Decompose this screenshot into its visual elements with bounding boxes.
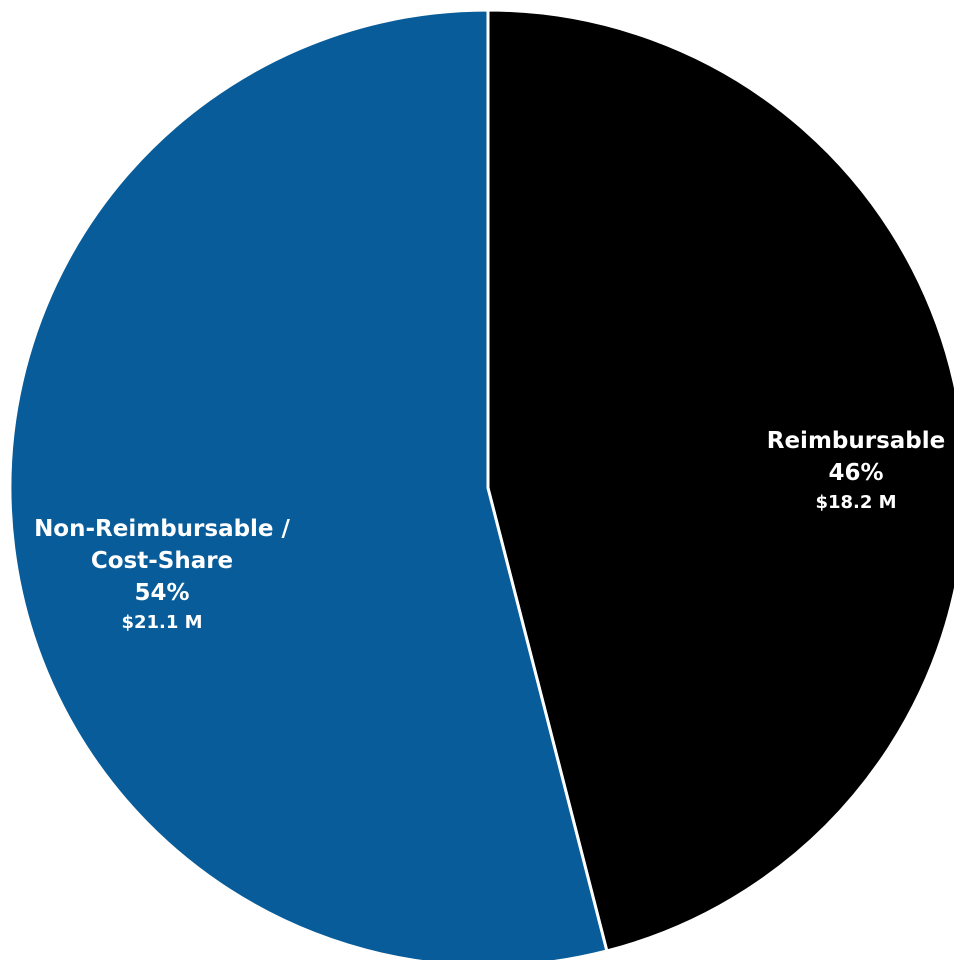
pie-label-reimbursable: Reimbursable 46% $18.2 M <box>767 428 946 513</box>
slice-percent-label: 46% <box>828 460 883 486</box>
slice-amount-label: $18.2 M <box>815 492 896 513</box>
pie-slice-reimbursable <box>486 8 954 953</box>
slice-percent-label: 54% <box>134 580 189 606</box>
slice-name-label: Non-Reimbursable / <box>34 516 290 542</box>
pie-label-non-reimbursable: Non-Reimbursable / Cost-Share 54% $21.1 M <box>34 516 290 633</box>
pie-slice-non-reimbursable <box>8 8 609 960</box>
slice-name-label: Reimbursable <box>767 428 946 454</box>
slice-amount-label: $21.1 M <box>121 612 202 633</box>
slice-name-label: Cost-Share <box>91 548 233 574</box>
pie-labels: Reimbursable 46% $18.2 M Non-Reimbursable /… <box>34 428 945 633</box>
pie-slices <box>8 8 954 960</box>
